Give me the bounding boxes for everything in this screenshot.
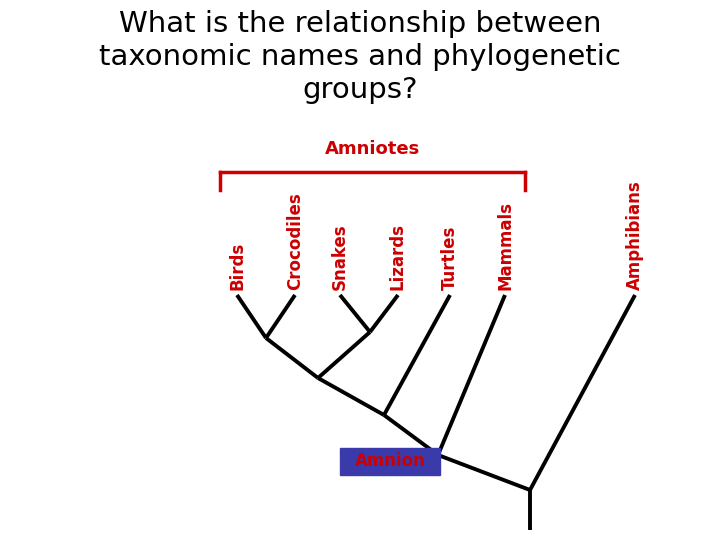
Text: Crocodiles: Crocodiles — [286, 192, 304, 290]
FancyBboxPatch shape — [340, 448, 440, 475]
Text: Turtles: Turtles — [441, 226, 459, 290]
Text: Snakes: Snakes — [331, 224, 349, 290]
Text: Amniotes: Amniotes — [325, 140, 420, 158]
Text: Amnion: Amnion — [354, 453, 426, 470]
Text: Mammals: Mammals — [496, 201, 514, 290]
Text: Amphibians: Amphibians — [626, 180, 644, 290]
Text: groups?: groups? — [302, 76, 418, 104]
Text: Birds: Birds — [228, 242, 246, 290]
Text: taxonomic names and phylogenetic: taxonomic names and phylogenetic — [99, 43, 621, 71]
Text: What is the relationship between: What is the relationship between — [119, 10, 601, 38]
Text: Lizards: Lizards — [389, 223, 407, 290]
